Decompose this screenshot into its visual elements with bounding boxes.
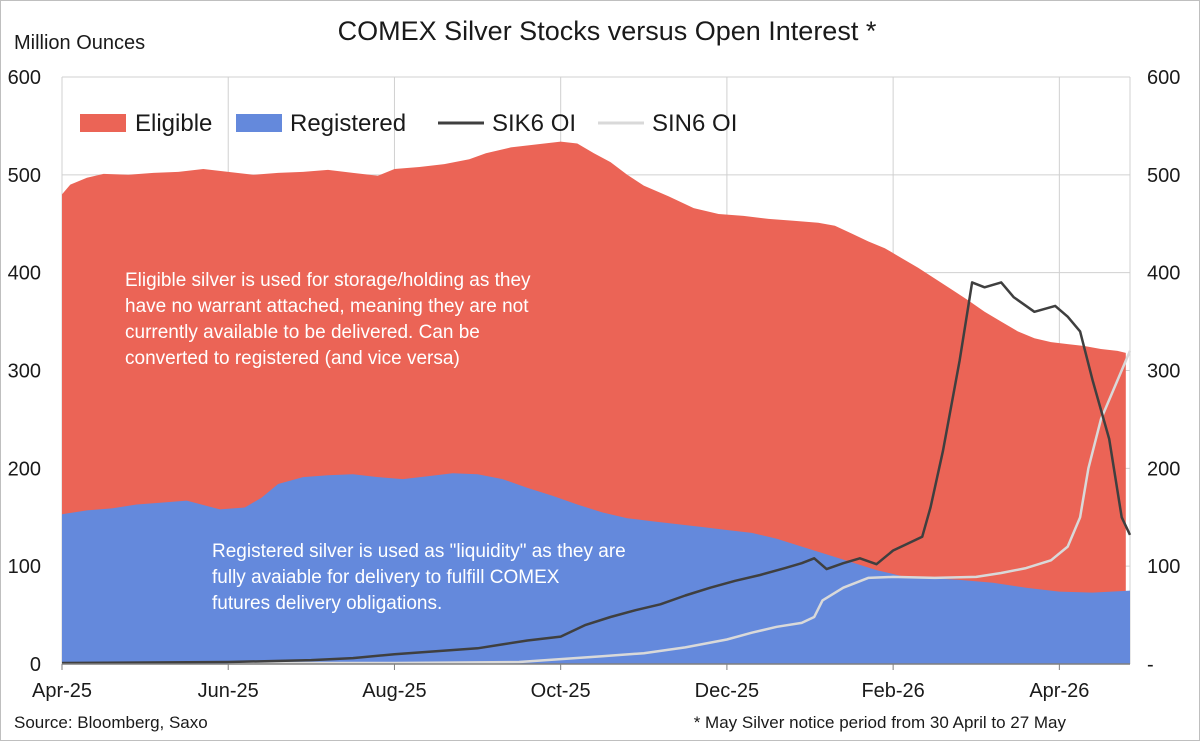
y-tick-label-right: -: [1147, 654, 1154, 676]
x-tick-label: Aug-25: [362, 680, 427, 702]
legend-label-registered: Registered: [290, 110, 406, 137]
sin6-oi-line: [228, 350, 1132, 665]
registered-area: [62, 473, 1130, 664]
y-tick-label-right: 100: [1147, 556, 1180, 578]
x-tick-label: Apr-26: [1029, 680, 1089, 702]
legend-swatch-registered: [236, 114, 282, 132]
y-tick-label-right: 200: [1147, 458, 1180, 480]
line-series: [61, 281, 1132, 665]
sik6-oi-line: [61, 281, 1132, 665]
legend: Eligible Registered SIK6 OI SIN6 OI: [80, 110, 737, 137]
registered-annotation-line: Registered silver is used as "liquidity"…: [212, 541, 626, 562]
y-tick-label-left: 400: [8, 263, 41, 285]
legend-label-sik6: SIK6 OI: [492, 110, 576, 137]
x-axis-ticks: Apr-25 Jun-25 Aug-25 Oct-25 Dec-25 Feb-26 Apr-…: [32, 680, 1089, 702]
x-tick-label: Feb-26: [861, 680, 924, 702]
eligible-annotation: Eligible silver is used for storage/hold…: [125, 270, 536, 369]
eligible-annotation-line: Eligible silver is used for storage/hold…: [125, 270, 531, 291]
eligible-annotation-line: currently available to be delivered. Can…: [125, 322, 480, 343]
y-tick-label-left: 200: [8, 458, 41, 480]
y-tick-label-left: 100: [8, 556, 41, 578]
legend-label-sin6: SIN6 OI: [652, 110, 737, 137]
y-tick-label-left: 600: [8, 67, 41, 89]
y-tick-label-right: 600: [1147, 67, 1180, 89]
chart-title: COMEX Silver Stocks versus Open Interest…: [338, 16, 877, 46]
x-tick-label: Dec-25: [695, 680, 759, 702]
eligible-annotation-line: have no warrant attached, meaning they a…: [125, 296, 529, 317]
legend-label-eligible: Eligible: [135, 110, 212, 137]
y-tick-label-left: 500: [8, 165, 41, 187]
y-tick-label-left: 0: [30, 654, 41, 676]
y-tick-label-left: 300: [8, 361, 41, 383]
x-tick-label: Jun-25: [198, 680, 259, 702]
area-series: [62, 141, 1130, 665]
y-tick-label-right: 500: [1147, 165, 1180, 187]
footnote: * May Silver notice period from 30 April…: [694, 713, 1067, 732]
y-tick-label-right: 400: [1147, 263, 1180, 285]
registered-annotation-line: futures delivery obligations.: [212, 593, 442, 614]
x-tick-label: Oct-25: [531, 680, 591, 702]
axes: [61, 663, 1130, 670]
registered-annotation: Registered silver is used as "liquidity"…: [212, 541, 631, 614]
y-tick-label-right: 300: [1147, 361, 1180, 383]
legend-swatch-eligible: [80, 114, 126, 132]
x-tick-label: Apr-25: [32, 680, 92, 702]
y-axis-left-ticks: 0 100 200 300 400 500 600: [8, 67, 41, 676]
registered-annotation-line: fully avaiable for delivery to fulfill C…: [212, 567, 560, 588]
source-note: Source: Bloomberg, Saxo: [14, 713, 208, 732]
y-axis-right-ticks: - 100 200 300 400 500 600: [1147, 67, 1180, 676]
y-axis-unit-label: Million Ounces: [14, 32, 145, 54]
eligible-annotation-line: converted to registered (and vice versa): [125, 348, 460, 369]
